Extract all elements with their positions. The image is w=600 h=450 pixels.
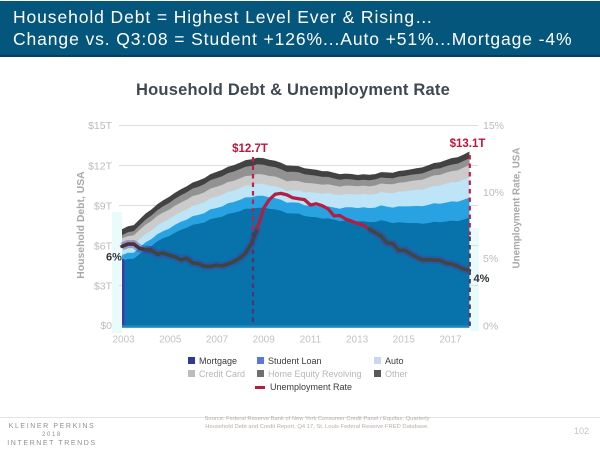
svg-text:2013: 2013 xyxy=(346,335,369,346)
svg-text:0%: 0% xyxy=(483,321,498,333)
svg-text:$6T: $6T xyxy=(94,241,113,253)
svg-text:2017: 2017 xyxy=(439,335,462,346)
svg-text:6%: 6% xyxy=(106,252,122,264)
svg-text:10%: 10% xyxy=(483,187,504,199)
svg-text:2009: 2009 xyxy=(253,335,276,346)
svg-text:5%: 5% xyxy=(483,253,498,265)
svg-text:$12.7T: $12.7T xyxy=(232,143,268,155)
svg-text:Unemployment Rate, USA: Unemployment Rate, USA xyxy=(512,148,523,269)
svg-text:$13.1T: $13.1T xyxy=(450,138,486,150)
svg-text:2005: 2005 xyxy=(159,335,182,346)
svg-text:4%: 4% xyxy=(474,273,490,285)
svg-text:$12T: $12T xyxy=(88,161,113,173)
svg-text:$3T: $3T xyxy=(94,281,113,293)
svg-text:2015: 2015 xyxy=(393,335,416,346)
svg-text:2011: 2011 xyxy=(300,335,322,346)
svg-text:$9T: $9T xyxy=(94,201,113,213)
svg-text:$0: $0 xyxy=(100,320,112,332)
svg-text:15%: 15% xyxy=(483,120,504,132)
svg-text:2003: 2003 xyxy=(112,335,135,346)
svg-text:Household Debt, USA: Household Debt, USA xyxy=(76,171,87,279)
svg-text:2007: 2007 xyxy=(206,335,229,346)
svg-text:$15T: $15T xyxy=(88,120,113,132)
